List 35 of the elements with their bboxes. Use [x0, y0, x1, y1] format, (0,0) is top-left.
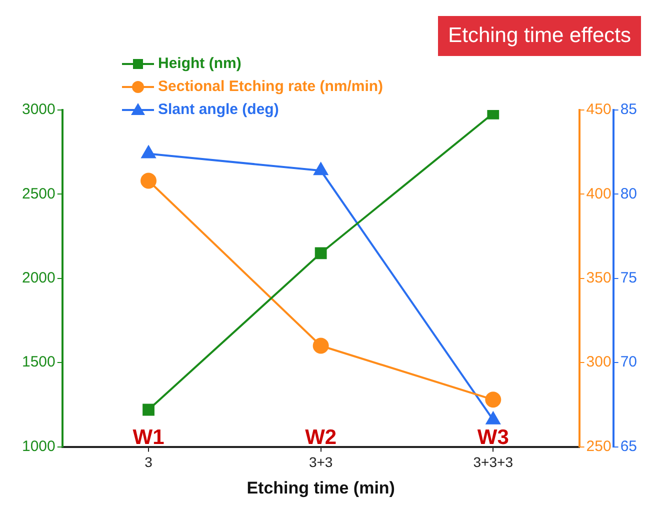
x-tick-label: 3+3+3: [473, 454, 514, 470]
y2-tick-label: 350: [586, 270, 612, 287]
point: [487, 110, 500, 120]
point: [140, 172, 157, 189]
point: [486, 412, 500, 424]
x-tick-label: 3: [144, 454, 153, 470]
point: [314, 162, 328, 176]
x-axis-title: Etching time (min): [246, 478, 395, 498]
y3-tick-label: 65: [620, 438, 638, 455]
point: [141, 146, 156, 158]
y-tick-label: 1500: [22, 354, 56, 371]
annotation: W1: [132, 426, 165, 450]
point: [142, 404, 154, 416]
y3-tick-label: 70: [620, 354, 638, 371]
annotation: W2: [305, 426, 337, 450]
y3-tick-label: 80: [620, 185, 638, 202]
legend-label: Sectional Etching rate (nm/min): [158, 77, 384, 97]
legend-label: Slant angle (deg): [158, 100, 279, 120]
annotation: W3: [477, 426, 509, 450]
y2-tick-label: 450: [586, 101, 612, 118]
y3-tick-label: 85: [620, 101, 638, 118]
chart-title: Etching time effects: [438, 16, 641, 56]
point: [314, 247, 327, 260]
y2-tick-label: 300: [586, 354, 612, 371]
y-tick-label: 2000: [22, 270, 56, 287]
y-tick-label: 3000: [22, 101, 56, 118]
y-tick-label: 1000: [22, 438, 56, 455]
x-tick-label: 3+3: [308, 454, 333, 470]
y2-tick-label: 400: [586, 185, 612, 202]
y2-tick-label: 250: [586, 438, 612, 455]
point: [312, 338, 329, 354]
y-tick-label: 2500: [22, 185, 56, 202]
point: [485, 392, 502, 408]
legend-label: Height (nm): [158, 54, 242, 74]
y3-tick-label: 75: [620, 270, 638, 287]
